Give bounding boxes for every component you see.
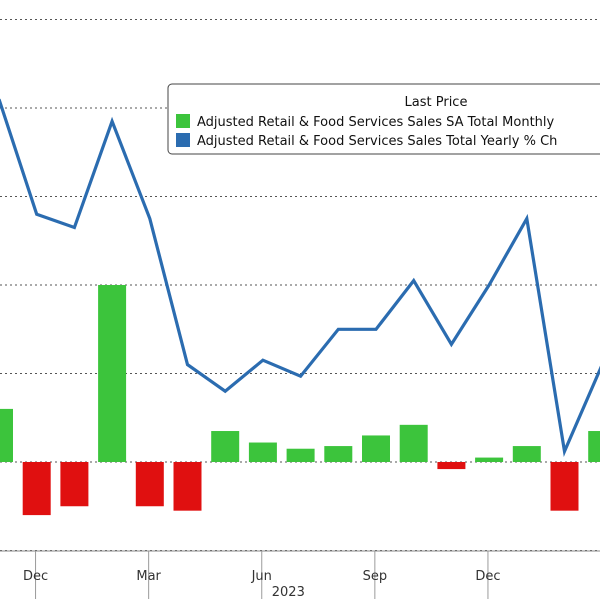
bar-8 xyxy=(286,448,315,462)
bar-12 xyxy=(437,462,466,470)
bar-11 xyxy=(399,424,428,462)
x-tick-label-4: Dec xyxy=(475,569,500,584)
legend-label-yearly: Adjusted Retail & Food Services Sales To… xyxy=(197,134,557,149)
bar-13 xyxy=(475,457,504,462)
bar-10 xyxy=(362,435,390,462)
bar-5 xyxy=(173,462,202,511)
bar-15 xyxy=(550,462,579,511)
legend-swatch-monthly xyxy=(176,114,190,128)
x-group-label: 2023 xyxy=(272,585,305,600)
bar-series xyxy=(0,285,600,516)
bar-3 xyxy=(98,285,127,462)
bar-16 xyxy=(588,431,600,462)
legend: Last Price Adjusted Retail & Food Servic… xyxy=(167,83,600,155)
bar-1 xyxy=(22,462,51,516)
line-series xyxy=(0,98,600,458)
bar-14 xyxy=(512,446,541,462)
legend-swatch-yearly xyxy=(176,133,190,147)
x-tick-label-2: Jun xyxy=(251,569,272,584)
bar-4 xyxy=(135,462,164,507)
legend-label-monthly: Adjusted Retail & Food Services Sales SA… xyxy=(197,115,555,130)
bar-2 xyxy=(60,462,89,507)
legend-title: Last Price xyxy=(405,95,468,110)
bar-7 xyxy=(248,442,277,462)
x-tick-label-1: Mar xyxy=(136,569,161,584)
bar-9 xyxy=(324,446,353,462)
legend-box xyxy=(167,83,600,155)
bar-6 xyxy=(211,431,240,462)
x-axis: Dec Mar Jun Sep Dec 2023 xyxy=(0,550,600,600)
x-tick-label-0: Dec xyxy=(23,569,48,584)
bar-0 xyxy=(0,408,13,462)
yearly-pct-line xyxy=(0,98,600,458)
x-tick-label-3: Sep xyxy=(363,569,388,584)
